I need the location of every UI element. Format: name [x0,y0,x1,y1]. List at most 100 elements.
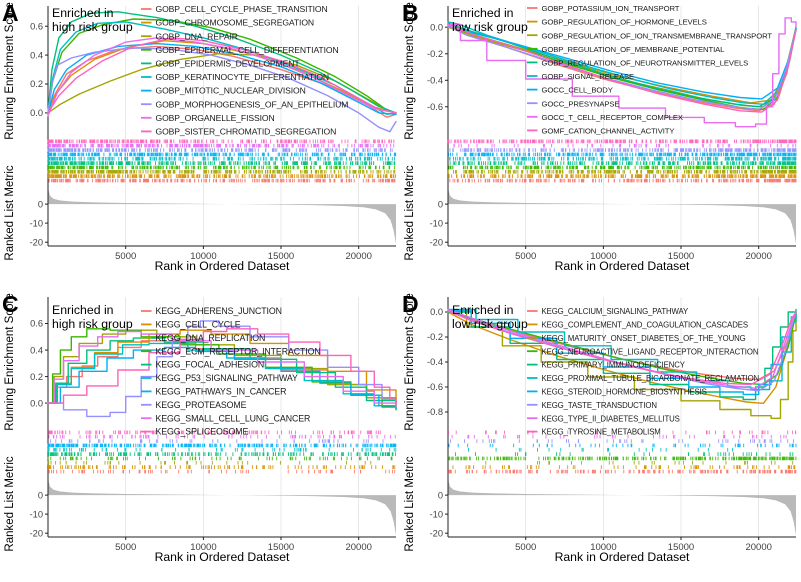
metric-y-tick-label: -20 [430,528,443,538]
series-curve-KEGG_PRIMARY_IMMUNODEFICIENCY [447,308,797,401]
barcode-GOBP_CELL_CYCLE_PHASE_TRANSITION [48,178,396,183]
gsea-panel-d: 0.0 -0.2 -0.4 -0.6 -0.8 0 -10 -20 5000 10000 15000… [400,291,801,582]
legend-label-KEGG_TYPE_II_DIABETES_MELLITUS: KEGG_TYPE_II_DIABETES_MELLITUS [542,414,680,423]
legend-label-KEGG_PROXIMAL_TUBULE_BICARBONATE_RECLAMATION: KEGG_PROXIMAL_TUBULE_BICARBONATE_RECLAMA… [542,374,760,383]
legend-label-GOBP_REGULATION_OF_NEUROTRANSMITTER_LEVELS: GOBP_REGULATION_OF_NEUROTRANSMITTER_LEVE… [542,59,749,68]
series-curve-GOBP_EPIDERMAL_CELL_DIFFERENTIATION [47,18,397,114]
series-curve-KEGG_COMPLEMENT_AND_COAGULATION_CASCADES [447,311,797,404]
x-tick-label: 5000 [515,251,536,262]
barcode-GOMF_CATION_CHANNEL_ACTIVITY [447,139,797,144]
series-curve-GOBP_MORPHOGENESIS_OF_AN_EPITHELIUM [47,47,397,133]
x-axis-title: Rank in Ordered Dataset [555,550,690,564]
legend-label-KEGG_TYROSINE_METABOLISM: KEGG_TYROSINE_METABOLISM [542,428,661,437]
barcode-KEGG_TYROSINE_METABOLISM [448,430,797,435]
gsea-panel-c: 0.0 0.2 0.4 0.6 0 -10 -20 5000 10000 15000 20000 En… [0,291,400,582]
legend-label-KEGG_STEROID_HORMONE_BIOSYNTHESIS: KEGG_STEROID_HORMONE_BIOSYNTHESIS [542,388,707,397]
series-curve-KEGG_SMALL_CELL_LUNG_CANCER [47,330,397,408]
enrichment-annotation-line1: Enriched in [52,303,114,317]
legend-label-GOBP_DNA_REPAIR: GOBP_DNA_REPAIR [156,31,238,41]
legend-label-GOBP_REGULATION_OF_HORMONE_LEVELS: GOBP_REGULATION_OF_HORMONE_LEVELS [542,18,707,27]
legend-label-KEGG_ECM_RECEPTOR_INTERACTION: KEGG_ECM_RECEPTOR_INTERACTION [156,346,321,356]
enrichment-annotation-line2: low risk group [452,317,528,331]
es-y-axis-title: Running Enrichment Score [404,2,416,139]
series-curve-KEGG_TYROSINE_METABOLISM [447,310,797,386]
metric-y-axis-title: Ranked List Metric [404,165,416,260]
es-y-tick-label: 0.2 [30,372,43,382]
barcode-KEGG_ADHERENS_JUNCTION [48,469,396,474]
x-tick-label: 20000 [345,251,371,262]
es-y-axis-title: Running Enrichment Score [4,2,16,139]
series-curve-GOBP_SISTER_CHROMATID_SEGREGATION [47,37,397,114]
metric-y-tick-label: -10 [30,509,43,519]
x-tick-label: 5000 [115,542,136,553]
es-y-axis-title: Running Enrichment Score [404,293,416,430]
panel-letter-B: B [402,0,419,26]
legend-label-GOCC_CELL_BODY: GOCC_CELL_BODY [542,86,613,95]
legend-label-KEGG_CELL_CYCLE: KEGG_CELL_CYCLE [156,320,241,330]
series-curve-KEGG_TASTE_TRANSDUCTION [447,310,797,392]
legend-label-GOMF_CATION_CHANNEL_ACTIVITY: GOMF_CATION_CHANNEL_ACTIVITY [542,127,675,136]
barcode-KEGG_NEUROACTIVE_LIGAND_RECEPTOR_INTERACTION [448,456,797,461]
x-tick-label: 20000 [745,251,771,262]
series-curve-GOBP_EPIDERMIS_DEVELOPMENT [47,11,397,114]
x-tick-label: 15000 [668,542,694,553]
es-y-tick-label: 0.4 [30,345,43,355]
x-tick-label: 5000 [115,251,136,262]
legend-label-KEGG_TASTE_TRANSDUCTION: KEGG_TASTE_TRANSDUCTION [542,401,657,410]
x-tick-label: 15000 [268,542,294,553]
barcode-KEGG_PROXIMAL_TUBULE_BICARBONATE_RECLAMATION [468,447,733,452]
legend-label-KEGG_NEUROACTIVE_LIGAND_RECEPTOR_INTERACTION: KEGG_NEUROACTIVE_LIGAND_RECEPTOR_INTERAC… [542,347,759,356]
barcode-KEGG_SPLICEOSOME [48,430,381,435]
enrichment-annotation-line1: Enriched in [452,303,514,317]
barcode-GOBP_CHROMOSOME_SEGREGATION [47,174,397,178]
barcode-KEGG_PATHWAYS_IN_CANCER [47,443,397,448]
es-y-tick-label: -0.6 [427,102,443,112]
legend-label-GOBP_REGULATION_OF_MEMBRANE_POTENTIAL: GOBP_REGULATION_OF_MEMBRANE_POTENTIAL [542,45,726,54]
es-y-tick-label: 0.6 [30,319,43,329]
x-tick-label: 10000 [190,542,216,553]
es-y-tick-label: -0.4 [427,357,443,367]
gsea-panel-b: 0.0 -0.2 -0.4 -0.6 0 -10 -20 5000 10000 15000 2000… [400,0,801,291]
metric-y-tick-label: 0 [38,199,43,209]
metric-y-tick-label: -10 [430,218,443,228]
es-y-tick-label: 0.4 [30,50,43,60]
series-curve-KEGG_MATURITY_ONSET_DIABETES_OF_THE_YOUNG [447,311,797,419]
panel-letter-C: C [2,291,19,317]
es-y-tick-label: -0.8 [427,407,443,417]
barcode-KEGG_MATURITY_ONSET_DIABETES_OF_THE_YOUNG [485,461,794,465]
enrichment-annotation-line2: high risk group [52,317,133,331]
barcode-KEGG_COMPLEMENT_AND_COAGULATION_CASCADES [452,465,796,469]
barcode-KEGG_CELL_CYCLE [48,465,396,469]
es-y-tick-label: 0.0 [430,307,443,317]
gsea-panel-a: 0.0 0.2 0.4 0.6 0 -10 -20 5000 10000 15000 20000 En… [0,0,400,291]
series-curve-KEGG_PROTEASOME [47,320,397,418]
barcode-GOCC_T_CELL_RECEPTOR_COMPLEX [453,143,797,148]
legend-label-KEGG_MATURITY_ONSET_DIABETES_OF_THE_YOUNG: KEGG_MATURITY_ONSET_DIABETES_OF_THE_YOUN… [542,334,746,343]
barcode-GOCC_CELL_BODY [448,152,797,157]
legend-label-KEGG_SMALL_CELL_LUNG_CANCER: KEGG_SMALL_CELL_LUNG_CANCER [156,413,311,423]
series-curve-GOCC_PRESYNAPSE [447,25,797,111]
metric-y-tick-label: 0 [38,490,43,500]
barcode-GOBP_REGULATION_OF_ION_TRANSMEMBRANE_TRANSPORT [447,170,797,174]
barcode-GOBP_ORGANELLE_FISSION [47,143,395,148]
barcode-KEGG_PROTEASOME [49,439,384,443]
es-y-tick-label: 0.0 [430,22,443,32]
metric-y-tick-label: -10 [430,509,443,519]
es-y-tick-label: -0.2 [427,49,443,59]
legend-label-GOCC_PRESYNAPSE: GOCC_PRESYNAPSE [542,99,620,108]
enrichment-annotation-line2: low risk group [452,20,528,34]
legend-label-KEGG_DNA_REPLICATION: KEGG_DNA_REPLICATION [156,333,266,343]
barcode-KEGG_SMALL_CELL_LUNG_CANCER [48,434,396,439]
es-y-tick-label: -0.2 [427,332,443,342]
barcode-GOBP_REGULATION_OF_NEUROTRANSMITTER_LEVELS [449,161,797,165]
barcode-KEGG_STEROID_HORMONE_BIOSYNTHESIS [448,443,797,448]
metric-y-tick-label: -20 [30,528,43,538]
panel-letter-D: D [402,291,419,317]
x-tick-label: 20000 [345,542,371,553]
series-curve-KEGG_TYPE_II_DIABETES_MELLITUS [447,308,797,389]
legend-label-GOBP_KERATINOCYTE_DIFFERENTIATION: GOBP_KERATINOCYTE_DIFFERENTIATION [156,72,330,82]
metric-y-axis-title: Ranked List Metric [404,456,416,551]
metric-y-axis-title: Ranked List Metric [4,165,16,260]
barcode-GOBP_SIGNAL_RELEASE [449,156,797,161]
